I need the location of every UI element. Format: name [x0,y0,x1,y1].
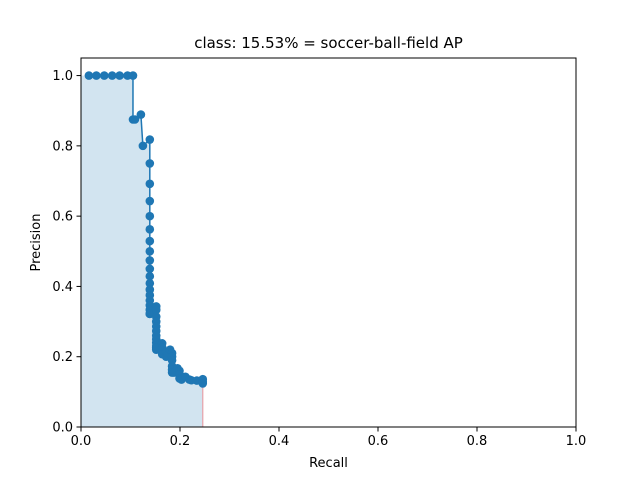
y-tick-label: 1.0 [52,69,73,84]
x-tick-label: 0.2 [170,434,191,449]
y-axis-label: Precision [29,213,44,271]
pr-point [145,256,155,265]
y-tick-label: 0.0 [52,421,73,436]
pr-point [128,71,138,80]
pr-point [145,264,155,274]
x-tick-label: 0.8 [467,434,488,449]
pr-point [84,71,94,80]
chart-title: class: 15.53% = soccer-ball-field AP [194,34,463,52]
pr-point [145,236,155,246]
x-tick-label: 0.4 [269,434,290,449]
pr-point [107,71,117,80]
x-tick-label: 0.0 [71,434,92,449]
pr-point [138,141,148,151]
pr-point [145,135,155,144]
pr-point [198,379,208,388]
pr-point [92,71,101,80]
y-tick-label: 0.6 [52,210,73,225]
area-layer [81,75,204,428]
pr-point [151,305,161,315]
y-axis-ticks: 0.0 0.2 0.4 0.6 0.8 1.0 [52,69,81,436]
pr-point [145,225,155,234]
y-tick-label: 0.8 [52,139,73,154]
x-axis-label: Recall [309,456,348,471]
pr-point [167,355,177,365]
ap-area-fill [81,75,203,428]
x-tick-label: 0.6 [368,434,389,449]
pr-point [145,159,155,168]
pr-point [130,115,140,124]
y-tick-label: 0.2 [52,350,73,365]
marker-layer [84,71,208,388]
pr-point [145,271,155,281]
pr-point [136,110,146,119]
pr-point [145,196,155,206]
pr-point [145,211,155,221]
pr-point [145,278,155,288]
pr-point [115,71,124,80]
x-axis-ticks: 0.0 0.2 0.4 0.6 0.8 1.0 [71,427,587,449]
pr-point [145,179,155,189]
pr-point [145,246,155,256]
y-tick-label: 0.4 [52,280,73,295]
pr-point [145,309,155,319]
pr-point [99,71,109,80]
x-tick-label: 1.0 [566,434,587,449]
plot-frame [80,57,577,428]
